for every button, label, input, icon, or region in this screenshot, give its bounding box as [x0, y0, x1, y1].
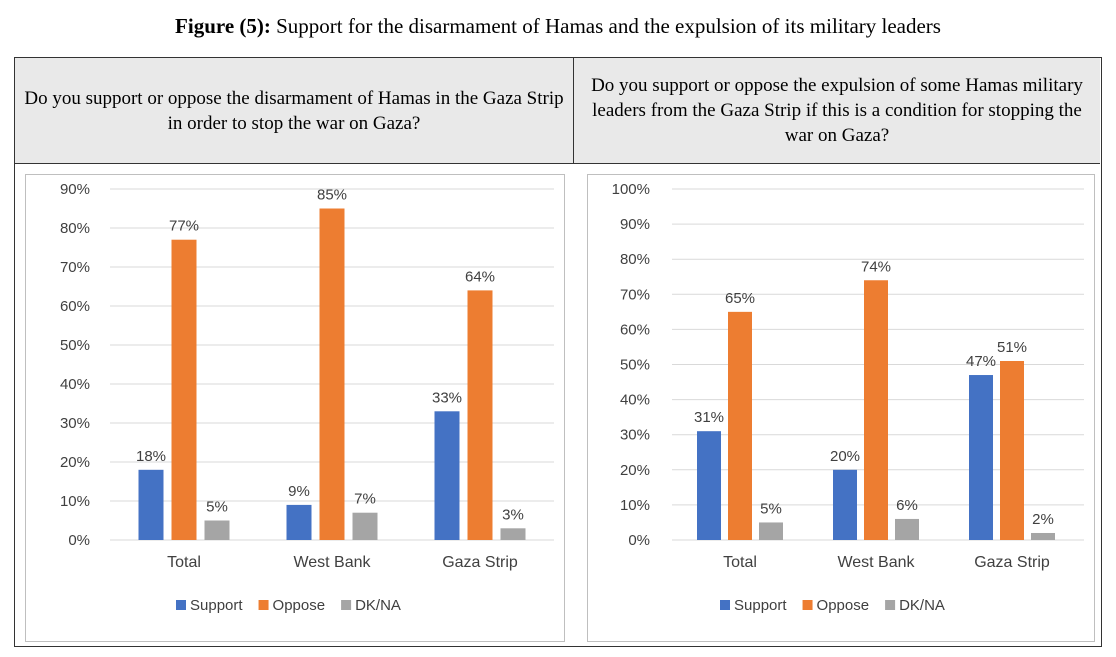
expulsion-category-label: Gaza Strip [974, 554, 1050, 571]
disarmament-bar-oppose-west-bank [319, 208, 345, 540]
expulsion-legend-swatch [885, 600, 896, 610]
expulsion-bar-dkna-gaza-strip [1031, 532, 1055, 540]
disarmament-y-tick-label: 60% [60, 298, 90, 315]
expulsion-bar-oppose-total [728, 311, 752, 540]
disarmament-bar-support-total [138, 469, 164, 540]
question-left: Do you support or oppose the disarmament… [15, 58, 574, 164]
expulsion-legend-swatch [720, 600, 730, 610]
disarmament-legend-swatch [176, 600, 186, 610]
figure-frame: Do you support or oppose the disarmament… [14, 57, 1102, 647]
expulsion-y-tick-label: 10% [620, 497, 650, 514]
expulsion-data-label: 51% [997, 339, 1027, 356]
disarmament-bar-support-west-bank [286, 504, 312, 540]
figure-title-text: Support for the disarmament of Hamas and… [276, 14, 941, 38]
disarmament-data-label: 9% [288, 483, 310, 500]
disarmament-y-tick-label: 90% [60, 181, 90, 198]
expulsion-y-tick-label: 80% [620, 251, 650, 268]
disarmament-data-label: 18% [136, 448, 166, 465]
disarmament-y-tick-label: 40% [60, 376, 90, 393]
expulsion-bar-support-west-bank [833, 469, 857, 540]
disarmament-data-label: 64% [465, 268, 495, 285]
expulsion-data-label: 5% [760, 500, 782, 517]
expulsion-data-label: 31% [694, 409, 724, 426]
expulsion-y-tick-label: 20% [620, 462, 650, 479]
expulsion-y-tick-label: 50% [620, 357, 650, 374]
disarmament-legend-label: DK/NA [355, 597, 401, 614]
expulsion-legend-label: DK/NA [899, 597, 945, 614]
disarmament-y-tick-label: 50% [60, 337, 90, 354]
expulsion-bar-dkna-total [759, 522, 783, 540]
expulsion-data-label: 6% [896, 497, 918, 514]
expulsion-data-label: 47% [966, 353, 996, 370]
disarmament-y-tick-label: 30% [60, 415, 90, 432]
disarmament-bar-dkna-total [204, 520, 230, 540]
expulsion-data-label: 20% [830, 448, 860, 465]
disarmament-category-label: West Bank [293, 554, 371, 571]
expulsion-legend-label: Support [734, 597, 787, 614]
disarmament-legend-swatch [258, 600, 269, 610]
expulsion-data-label: 2% [1032, 511, 1054, 528]
expulsion-y-tick-label: 90% [620, 216, 650, 233]
expulsion-bar-oppose-gaza-strip [1000, 360, 1024, 540]
disarmament-data-label: 7% [354, 491, 376, 508]
figure-title: Figure (5): Support for the disarmament … [0, 14, 1116, 39]
disarmament-data-label: 3% [502, 506, 524, 523]
disarmament-data-label: 85% [317, 187, 347, 204]
disarmament-legend-swatch [341, 600, 352, 610]
chart-expulsion: 0% 10% 20% 30% 40% 50% 60% 70% 80% 90% 100% 31% 65% 5… [587, 174, 1095, 642]
disarmament-bar-support-gaza-strip [434, 411, 460, 540]
figure-label: Figure (5): [175, 14, 271, 38]
chart-disarmament-svg: 0% 10% 20% 30% 40% 50% 60% 70% 80% 90% 18% 77% 5% Tot… [60, 181, 554, 614]
expulsion-legend-swatch [802, 600, 813, 610]
expulsion-category-label: West Bank [837, 554, 915, 571]
expulsion-y-tick-label: 40% [620, 392, 650, 409]
expulsion-bar-support-gaza-strip [969, 375, 993, 540]
chart-expulsion-svg: 0% 10% 20% 30% 40% 50% 60% 70% 80% 90% 100% 31% 65% 5… [612, 181, 1084, 614]
expulsion-y-tick-label: 0% [628, 532, 650, 549]
disarmament-data-label: 77% [169, 218, 199, 235]
expulsion-data-label: 74% [861, 258, 891, 275]
disarmament-legend-label: Support [190, 597, 243, 614]
disarmament-category-label: Total [167, 554, 201, 571]
disarmament-y-tick-label: 70% [60, 259, 90, 276]
question-right: Do you support or oppose the expulsion o… [574, 58, 1100, 164]
disarmament-bar-oppose-total [171, 239, 197, 540]
expulsion-y-tick-label: 30% [620, 427, 650, 444]
chart-disarmament: 0% 10% 20% 30% 40% 50% 60% 70% 80% 90% 18% 77% 5% Tot… [25, 174, 565, 642]
disarmament-bar-dkna-west-bank [352, 512, 378, 540]
disarmament-bar-oppose-gaza-strip [467, 290, 493, 540]
expulsion-y-tick-label: 60% [620, 321, 650, 338]
expulsion-y-tick-label: 70% [620, 286, 650, 303]
disarmament-y-tick-label: 80% [60, 220, 90, 237]
expulsion-legend-label: Oppose [817, 597, 870, 614]
expulsion-category-label: Total [723, 554, 757, 571]
expulsion-bar-support-total [697, 431, 721, 540]
disarmament-y-tick-label: 20% [60, 454, 90, 471]
disarmament-data-label: 33% [432, 389, 462, 406]
disarmament-y-tick-label: 0% [68, 532, 90, 549]
disarmament-category-label: Gaza Strip [442, 554, 518, 571]
expulsion-data-label: 65% [725, 290, 755, 307]
disarmament-data-label: 5% [206, 499, 228, 516]
disarmament-y-tick-label: 10% [60, 493, 90, 510]
disarmament-legend-label: Oppose [273, 597, 326, 614]
expulsion-bar-dkna-west-bank [895, 518, 919, 540]
expulsion-y-tick-label: 100% [612, 181, 650, 198]
expulsion-bar-oppose-west-bank [864, 280, 888, 540]
disarmament-bar-dkna-gaza-strip [500, 528, 526, 540]
